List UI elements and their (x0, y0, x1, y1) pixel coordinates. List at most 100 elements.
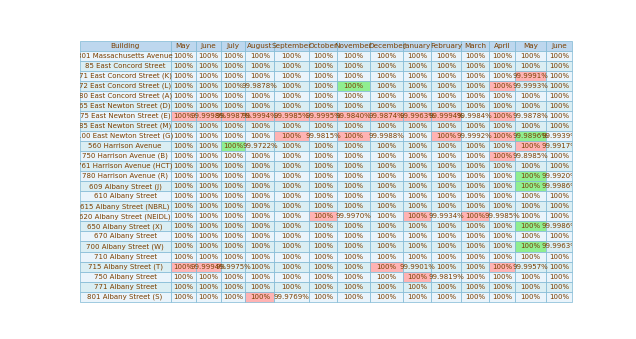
Text: 100%: 100% (465, 193, 485, 199)
Text: 100%: 100% (436, 123, 456, 129)
Text: 100%: 100% (549, 113, 569, 119)
Bar (196, 161, 221, 171)
Bar (488, 252, 515, 262)
Bar (403, 121, 431, 131)
Text: 100%: 100% (492, 153, 512, 159)
Bar (336, 241, 370, 252)
Text: 99.9920%: 99.9920% (541, 173, 577, 179)
Text: 100%: 100% (198, 203, 218, 210)
Text: 100%: 100% (313, 223, 333, 230)
Bar (221, 201, 245, 211)
Text: 100%: 100% (377, 163, 397, 169)
Text: 100%: 100% (549, 53, 569, 59)
Text: 100%: 100% (282, 223, 302, 230)
Bar (80, 221, 170, 232)
Text: 99.9896%: 99.9896% (513, 133, 548, 139)
Bar (196, 262, 221, 272)
Text: 100%: 100% (173, 143, 193, 149)
Bar (431, 252, 461, 262)
Text: 100%: 100% (407, 203, 427, 210)
Bar (274, 181, 309, 191)
Text: 100%: 100% (282, 63, 302, 69)
Bar (403, 201, 431, 211)
Text: 100%: 100% (282, 173, 302, 179)
Text: 100%: 100% (465, 53, 485, 59)
Bar (245, 282, 274, 292)
Text: 100%: 100% (198, 63, 218, 69)
Text: 100%: 100% (223, 163, 243, 169)
Bar (488, 151, 515, 161)
Bar (336, 131, 370, 141)
Bar (274, 191, 309, 201)
Bar (546, 111, 572, 121)
Text: 100%: 100% (250, 103, 270, 109)
Bar (461, 51, 488, 61)
Bar (403, 252, 431, 262)
Text: 100%: 100% (313, 213, 333, 219)
Bar (309, 282, 336, 292)
Text: 100%: 100% (223, 234, 243, 239)
Bar (196, 141, 221, 151)
Text: 100%: 100% (313, 183, 333, 189)
Bar (309, 151, 336, 161)
Text: 100%: 100% (407, 163, 427, 169)
Text: 710 Albany Street: 710 Albany Street (93, 254, 156, 260)
Bar (274, 282, 309, 292)
Bar (515, 101, 546, 111)
Text: 99.9878%: 99.9878% (513, 113, 548, 119)
Bar (403, 211, 431, 221)
Bar (170, 161, 196, 171)
Bar (431, 51, 461, 61)
Bar (403, 262, 431, 272)
Bar (245, 211, 274, 221)
Bar (370, 71, 403, 81)
Bar (461, 211, 488, 221)
Text: 100%: 100% (223, 63, 243, 69)
Text: 100%: 100% (313, 123, 333, 129)
Bar (431, 201, 461, 211)
Bar (336, 51, 370, 61)
Bar (221, 121, 245, 131)
Text: 610 Albany Street: 610 Albany Street (93, 193, 156, 199)
Text: 100%: 100% (343, 193, 363, 199)
Bar (488, 131, 515, 141)
Text: 100%: 100% (343, 53, 363, 59)
Text: 100%: 100% (223, 83, 243, 89)
Bar (274, 111, 309, 121)
Bar (196, 211, 221, 221)
Bar (515, 111, 546, 121)
Text: 100%: 100% (343, 203, 363, 210)
Text: 100%: 100% (250, 53, 270, 59)
Bar (488, 262, 515, 272)
Text: 100%: 100% (436, 133, 456, 139)
Text: 100%: 100% (198, 234, 218, 239)
Bar (370, 101, 403, 111)
Text: 100%: 100% (282, 284, 302, 290)
Bar (245, 71, 274, 81)
Text: 100%: 100% (313, 294, 333, 300)
Bar (309, 111, 336, 121)
Bar (221, 81, 245, 91)
Bar (221, 51, 245, 61)
Bar (245, 121, 274, 131)
Text: 100%: 100% (198, 193, 218, 199)
Bar (515, 272, 546, 282)
Bar (431, 211, 461, 221)
Bar (461, 241, 488, 252)
Text: 100%: 100% (436, 73, 456, 79)
Bar (488, 91, 515, 101)
Text: 100%: 100% (282, 153, 302, 159)
Bar (309, 131, 336, 141)
Bar (170, 252, 196, 262)
Bar (403, 181, 431, 191)
Bar (431, 151, 461, 161)
Text: 100%: 100% (313, 234, 333, 239)
Text: 100%: 100% (313, 103, 333, 109)
Text: 99.9840%: 99.9840% (335, 113, 371, 119)
Text: 100%: 100% (173, 123, 193, 129)
Text: 100%: 100% (223, 183, 243, 189)
Bar (274, 221, 309, 232)
Bar (196, 181, 221, 191)
Bar (546, 91, 572, 101)
Bar (431, 161, 461, 171)
